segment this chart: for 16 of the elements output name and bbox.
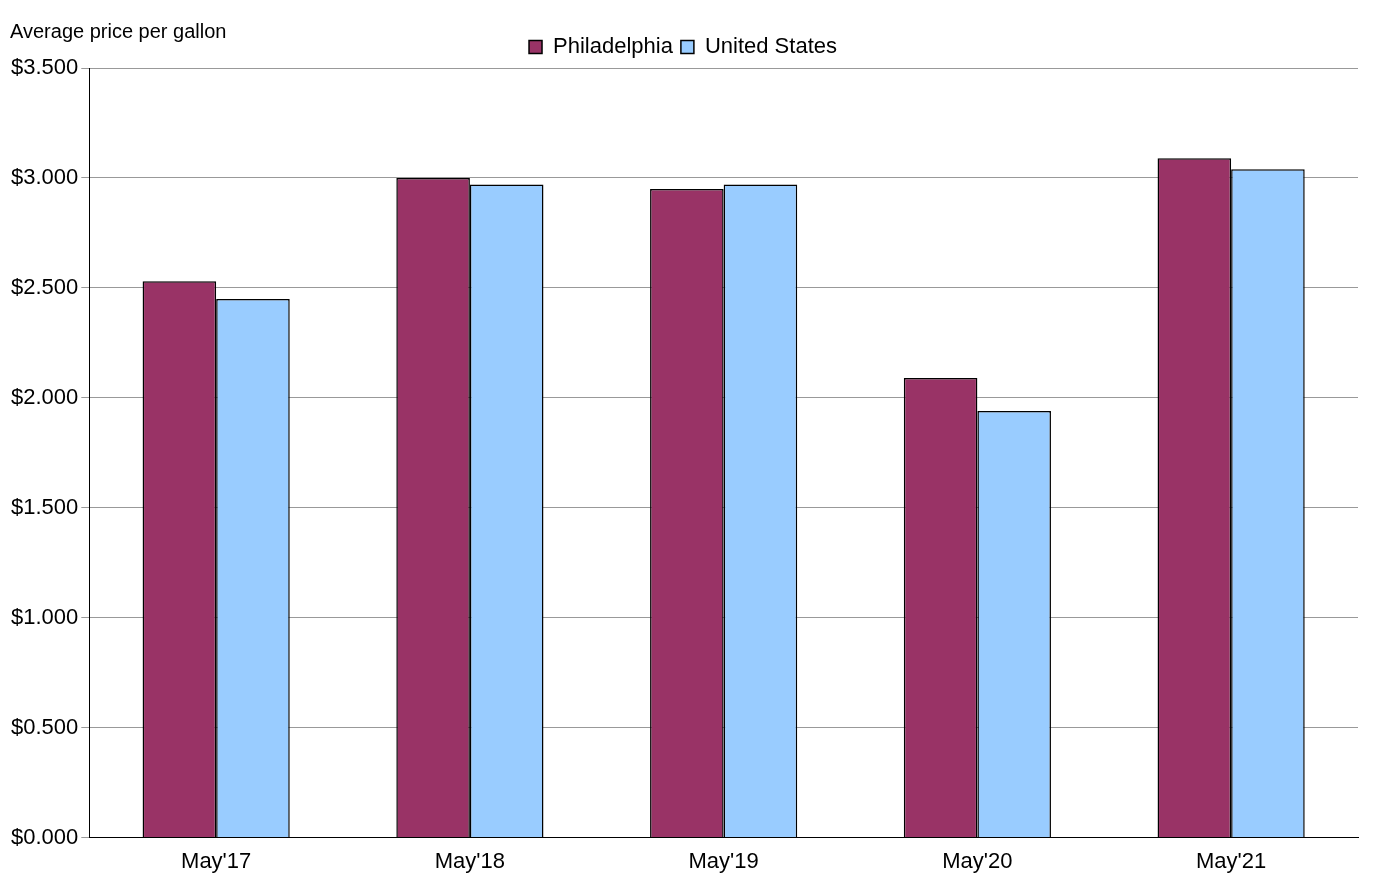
legend-label: Philadelphia	[553, 33, 674, 59]
y-tick-label: $0.500	[10, 713, 79, 739]
y-tick-label: $3.500	[10, 54, 79, 80]
y-axis-title: Average price per gallon	[10, 20, 227, 43]
x-tick-label: May'17	[181, 847, 252, 873]
y-tick-label: $2.000	[10, 383, 79, 409]
y-tick-label: $1.500	[10, 493, 79, 519]
x-tick-label: May'21	[1196, 847, 1267, 873]
legend-label: United States	[704, 33, 837, 59]
y-tick-label: $2.500	[10, 273, 79, 299]
x-tick-label: May'18	[434, 847, 506, 873]
y-tick-label: $3.000	[10, 164, 79, 190]
x-tick-label: May'19	[688, 847, 759, 873]
x-tick-label: May'20	[942, 847, 1013, 873]
y-tick-label: $0.000	[10, 823, 79, 849]
y-tick-label: $1.000	[10, 603, 79, 629]
